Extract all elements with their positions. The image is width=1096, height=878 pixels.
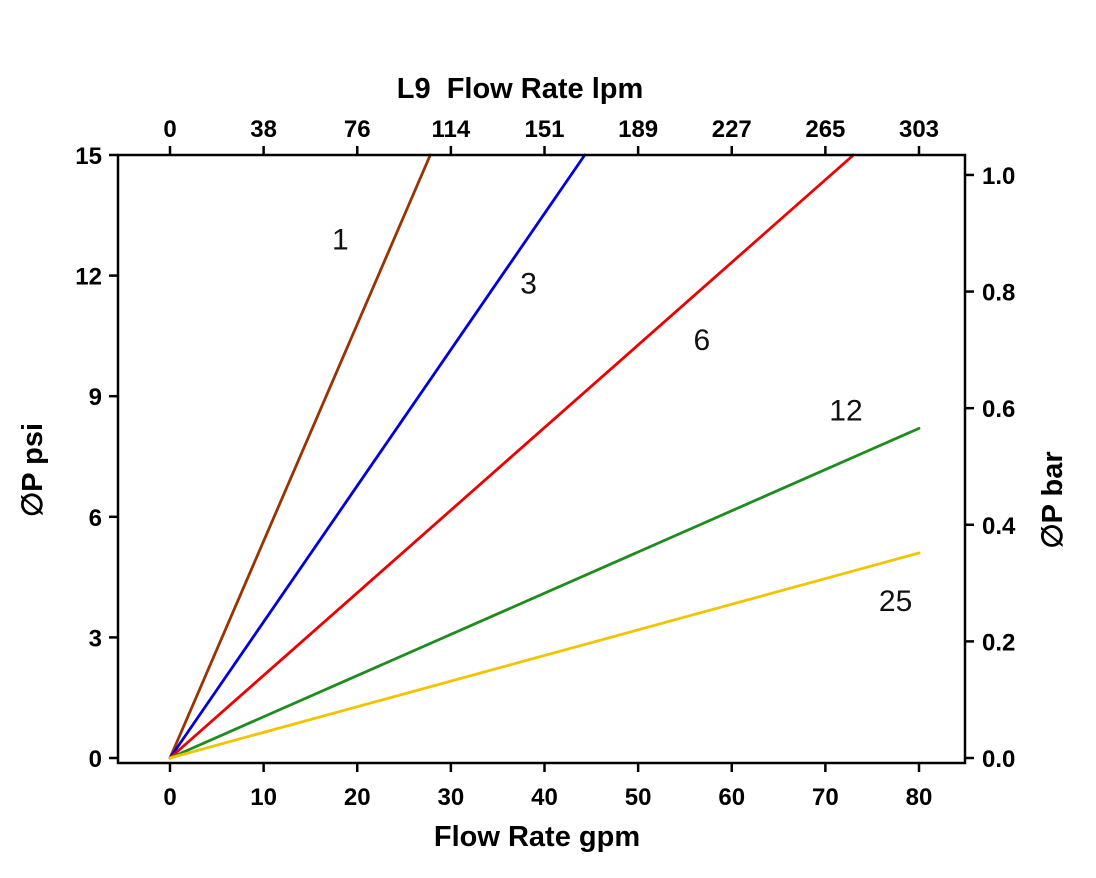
series-label-3: 3 — [520, 268, 537, 301]
x-bottom-tick-label: 30 — [438, 784, 465, 811]
y-left-tick-label: 6 — [89, 505, 102, 532]
bottom-axis-title: Flow Rate gpm — [434, 821, 640, 853]
x-bottom-tick-label: 0 — [163, 784, 176, 811]
series-label-1: 1 — [332, 223, 349, 256]
x-bottom-tick-label: 50 — [625, 784, 652, 811]
x-top-tick-label: 114 — [432, 116, 471, 143]
y-right-tick-label: 0.6 — [982, 396, 1015, 423]
y-right-tick-label: 1.0 — [982, 163, 1015, 190]
top-axis-title: L9 Flow Rate lpm — [397, 73, 644, 105]
x-bottom-tick-label: 40 — [531, 784, 558, 811]
x-top-tick-label: 0 — [163, 116, 176, 143]
x-bottom-tick-label: 80 — [906, 784, 933, 811]
x-top-tick-label: 189 — [618, 116, 658, 143]
y-right-tick-label: 0.2 — [982, 629, 1015, 656]
y-right-tick-label: 0.8 — [982, 280, 1015, 307]
y-left-tick-label: 3 — [89, 625, 102, 652]
x-top-tick-label: 303 — [899, 116, 939, 143]
series-label-6: 6 — [693, 324, 710, 357]
series-line-25 — [168, 551, 921, 760]
x-bottom-tick-label: 10 — [250, 784, 277, 811]
x-top-tick-label: 227 — [712, 116, 752, 143]
series-line-6 — [168, 153, 855, 760]
series-line-3 — [168, 153, 587, 760]
x-top-tick-label: 38 — [250, 116, 277, 143]
series-line-12 — [168, 426, 921, 760]
series-label-25: 25 — [879, 585, 912, 618]
x-bottom-tick-label: 70 — [812, 784, 839, 811]
y-right-tick-label: 0.0 — [982, 746, 1015, 773]
series-label-12: 12 — [829, 394, 862, 427]
y-left-tick-label: 15 — [75, 143, 102, 170]
left-axis-title: ∅P psi — [17, 423, 49, 517]
x-bottom-tick-label: 20 — [344, 784, 371, 811]
y-left-tick-label: 9 — [89, 384, 102, 411]
series-line-1 — [168, 153, 432, 760]
right-axis-title: ∅P bar — [1037, 451, 1069, 548]
y-right-tick-label: 0.4 — [982, 513, 1016, 540]
x-top-tick-label: 151 — [524, 116, 564, 143]
plot-border — [116, 153, 967, 765]
x-top-tick-label: 76 — [344, 116, 371, 143]
x-bottom-tick-label: 60 — [718, 784, 745, 811]
y-left-tick-label: 12 — [75, 264, 102, 291]
x-top-tick-label: 265 — [805, 116, 845, 143]
y-left-tick-label: 0 — [89, 746, 102, 773]
